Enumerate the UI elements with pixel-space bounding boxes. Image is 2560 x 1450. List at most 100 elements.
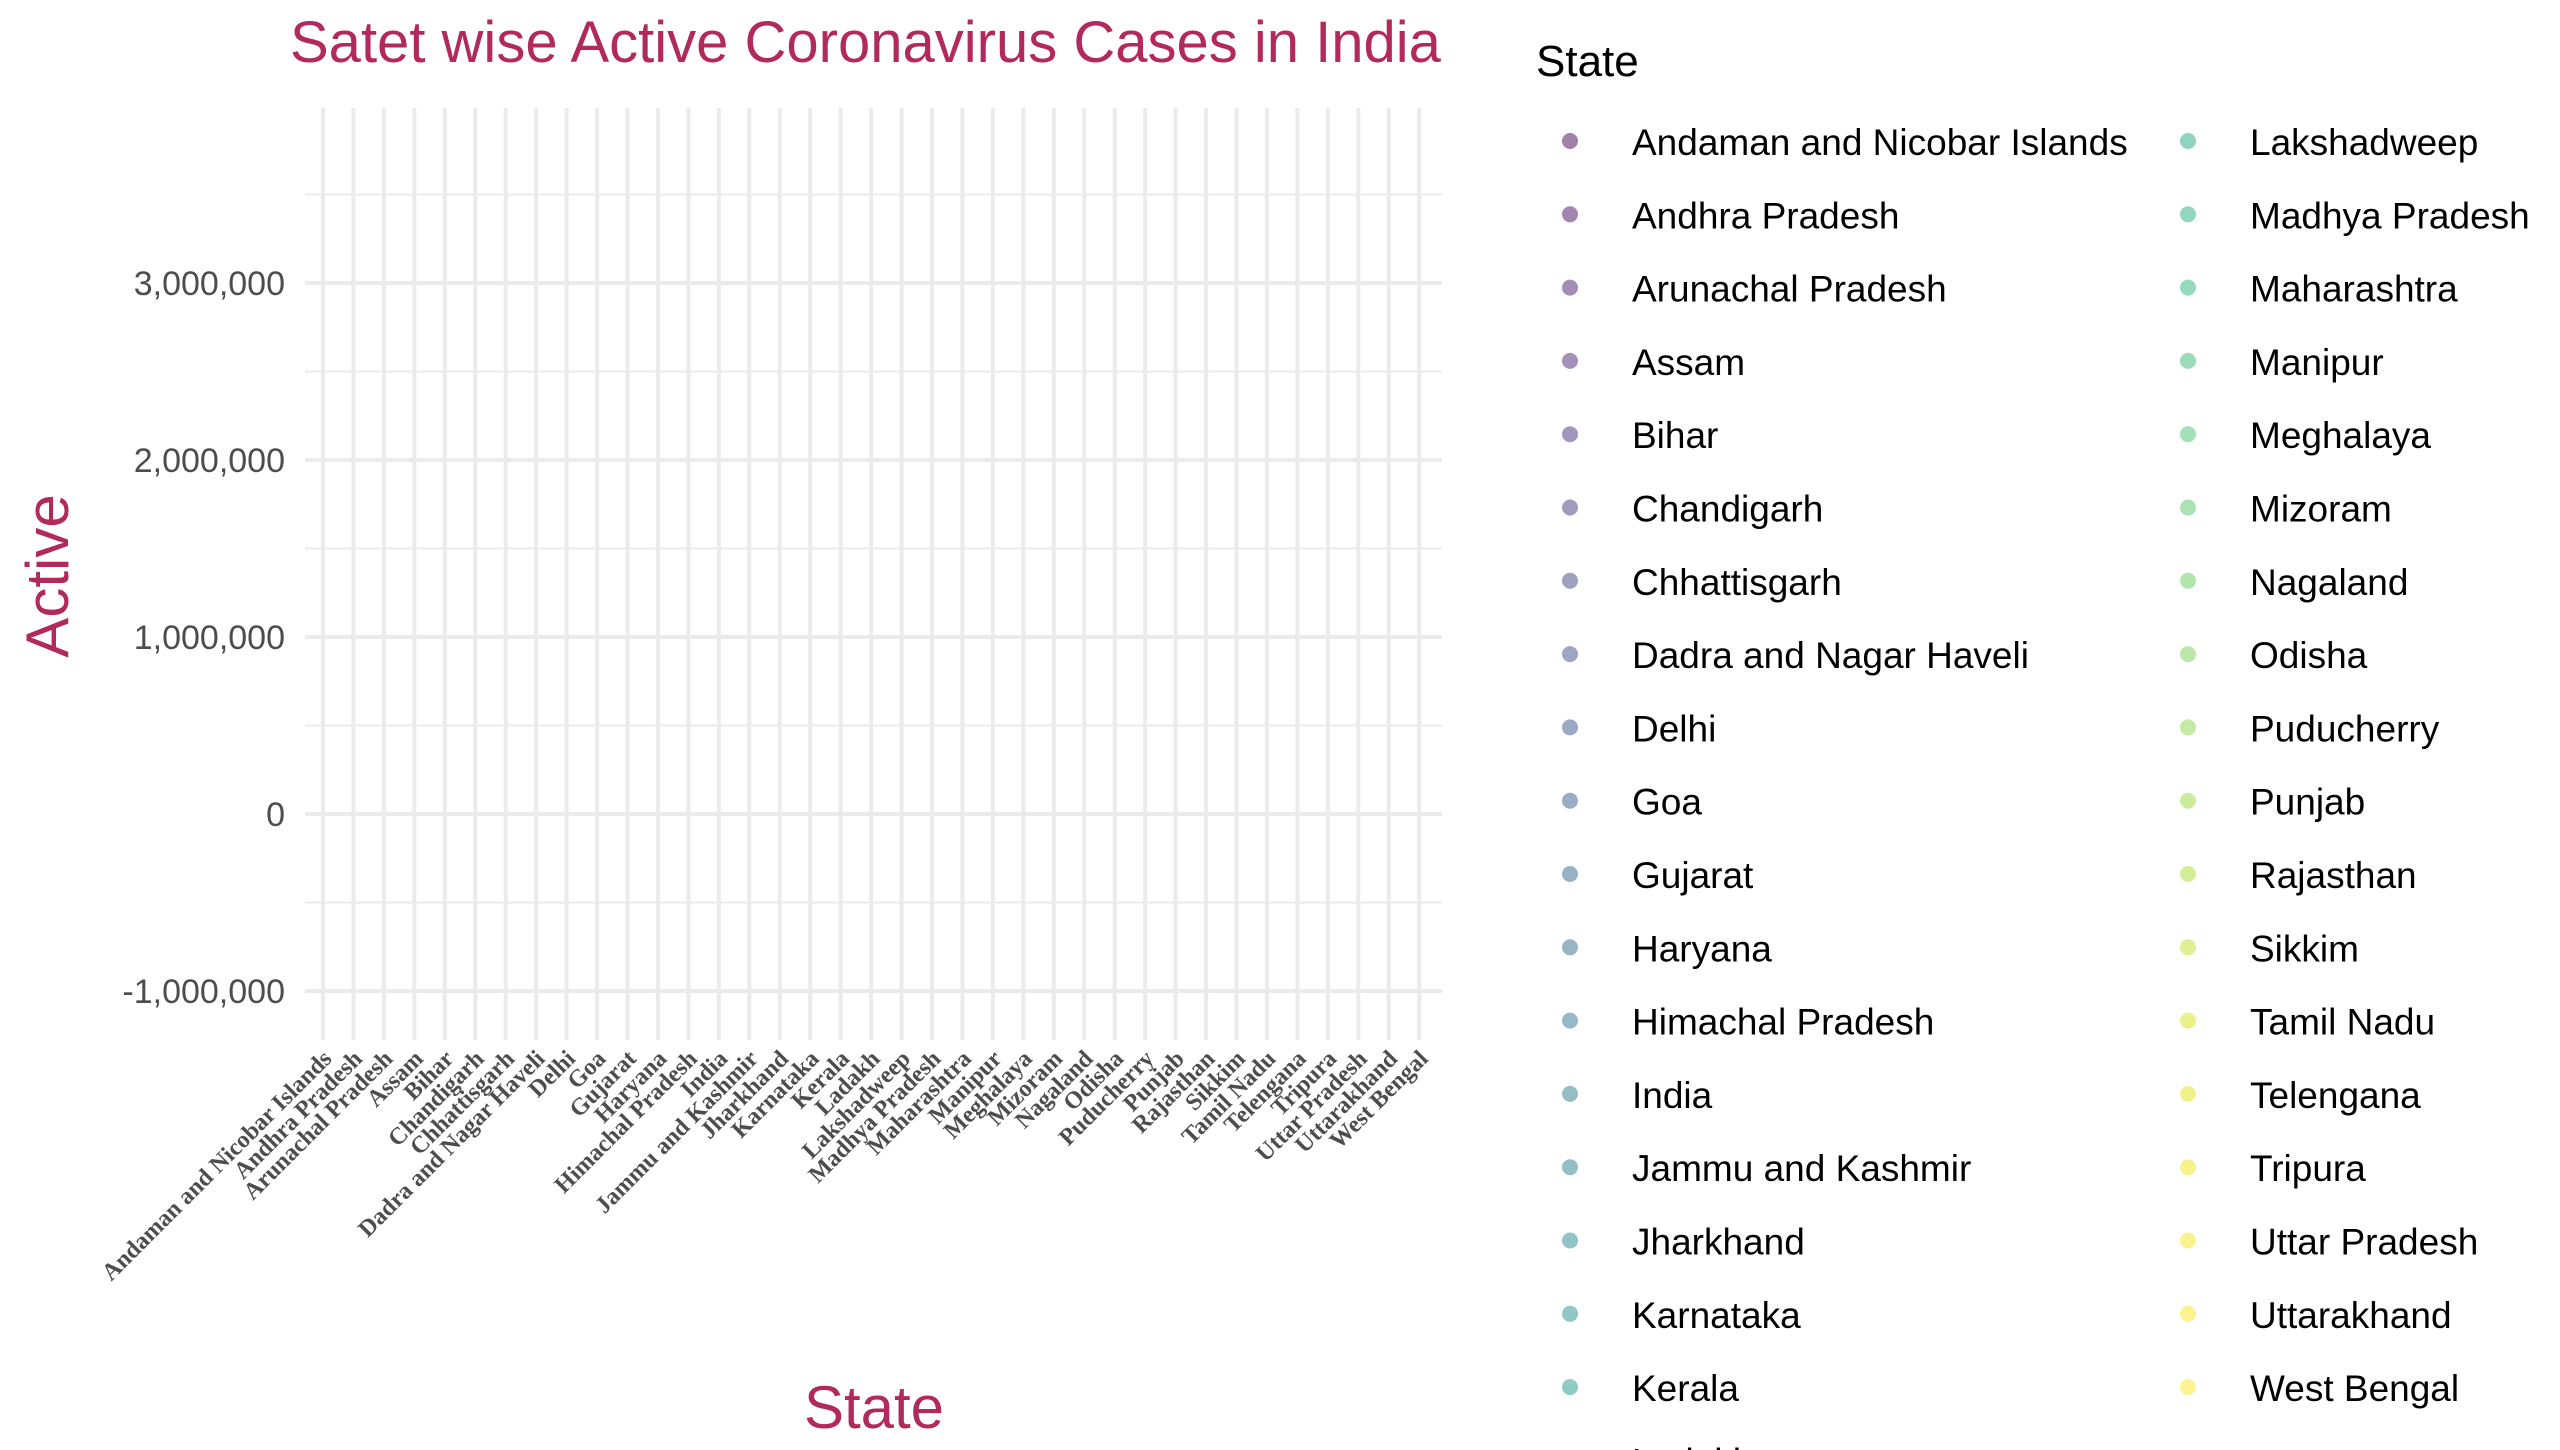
legend-item: Haryana — [1562, 928, 1772, 969]
legend-item: Arunachal Pradesh — [1562, 269, 1947, 310]
legend-label: Andhra Pradesh — [1632, 195, 1899, 236]
legend-key-icon — [1562, 426, 1578, 443]
legend-label: Nagaland — [2250, 562, 2408, 603]
legend-item: Karnataka — [1562, 1295, 1801, 1336]
legend-key-icon — [1562, 1085, 1578, 1102]
legend-item: Dadra and Nagar Haveli — [1562, 635, 2029, 676]
y-tick-label: 3,000,000 — [134, 265, 285, 303]
legend-key-icon — [1562, 1232, 1578, 1249]
legend-item: Telengana — [2180, 1075, 2421, 1116]
legend-item: Puducherry — [2180, 708, 2440, 749]
legend-item: Assam — [1562, 342, 1745, 383]
legend-key-icon — [1562, 279, 1578, 296]
y-tick-label: 2,000,000 — [134, 442, 285, 480]
legend-item: Maharashtra — [2180, 269, 2458, 310]
legend-label: Rajasthan — [2250, 855, 2417, 896]
legend-key-icon — [1562, 719, 1578, 736]
legend-label: Odisha — [2250, 635, 2368, 676]
legend-label: Himachal Pradesh — [1632, 1002, 1934, 1043]
legend-item: Jammu and Kashmir — [1562, 1148, 1971, 1189]
legend-label: Puducherry — [2250, 708, 2440, 749]
legend-item: Madhya Pradesh — [2180, 195, 2530, 236]
legend-item: Andhra Pradesh — [1562, 195, 1899, 236]
legend-key-icon — [1562, 133, 1578, 149]
legend-label: Tripura — [2250, 1148, 2366, 1189]
legend-key-icon — [2180, 719, 2196, 736]
legend-item: Himachal Pradesh — [1562, 1002, 1934, 1043]
legend-item: Odisha — [2180, 635, 2368, 676]
legend-key-icon — [1562, 792, 1578, 809]
y-axis-title: Active — [14, 494, 81, 657]
legend-key-icon — [1562, 866, 1578, 882]
legend-label: Dadra and Nagar Haveli — [1632, 635, 2029, 676]
legend-label: Punjab — [2250, 782, 2365, 823]
legend-item: Chhattisgarh — [1562, 562, 1842, 603]
legend-item: Ladakh — [1632, 1441, 1753, 1450]
legend-label: Jharkhand — [1632, 1222, 1805, 1263]
legend-item: Uttar Pradesh — [2180, 1222, 2478, 1263]
legend-item: Delhi — [1562, 708, 1716, 749]
legend-item: India — [1562, 1075, 1713, 1116]
legend-label: Sikkim — [2250, 928, 2359, 969]
legend-key-icon — [2180, 1012, 2196, 1029]
legend-label: Mizoram — [2250, 489, 2392, 530]
legend-item: Kerala — [1562, 1368, 1739, 1409]
legend-label: Uttar Pradesh — [2250, 1222, 2478, 1263]
legend-item: Tripura — [2180, 1148, 2366, 1189]
legend-label: Andaman and Nicobar Islands — [1632, 122, 2128, 163]
legend-key-icon — [2180, 939, 2196, 956]
legend-item: Rajasthan — [2180, 855, 2417, 896]
legend-key-icon — [1562, 352, 1578, 369]
legend-label: Haryana — [1632, 928, 1772, 969]
x-tick-label: Andaman and Nicobar Islands — [97, 1046, 337, 1286]
legend-label: Lakshadweep — [2250, 122, 2478, 163]
legend-item: Sikkim — [2180, 928, 2359, 969]
legend-item: Nagaland — [2180, 562, 2408, 603]
legend-key-icon — [2180, 1159, 2196, 1176]
legend-label: Chhattisgarh — [1632, 562, 1842, 603]
legend-label: India — [1632, 1075, 1713, 1116]
legend-label: West Bengal — [2250, 1368, 2459, 1409]
legend-item: Gujarat — [1562, 855, 1754, 896]
legend-label: Delhi — [1632, 708, 1716, 749]
legend-label: Chandigarh — [1632, 489, 1823, 530]
legend-item: Tamil Nadu — [2180, 1002, 2435, 1043]
legend-key-icon — [2180, 133, 2196, 149]
legend-item: Jharkhand — [1562, 1222, 1805, 1263]
grid-major — [305, 108, 1442, 1040]
legend-key-icon — [2180, 279, 2196, 296]
legend-key-icon — [2180, 866, 2196, 882]
legend-label: Madhya Pradesh — [2250, 195, 2530, 236]
legend-key-icon — [2180, 499, 2196, 516]
legend-label: Goa — [1632, 782, 1702, 823]
legend-label: Manipur — [2250, 342, 2384, 383]
legend-title: State — [1536, 37, 1639, 86]
legend-label: Assam — [1632, 342, 1745, 383]
legend-key-icon — [1562, 499, 1578, 516]
legend-label: Kerala — [1632, 1368, 1739, 1409]
legend-label: Bihar — [1632, 415, 1718, 456]
legend-label: Uttarakhand — [2250, 1295, 2452, 1336]
legend-item: Mizoram — [2180, 489, 2392, 530]
legend-label: Arunachal Pradesh — [1632, 269, 1947, 310]
legend-key-icon — [1562, 1159, 1578, 1176]
legend-label: Jammu and Kashmir — [1632, 1148, 1971, 1189]
legend-label: Karnataka — [1632, 1295, 1801, 1336]
chart-title: Satet wise Active Coronavirus Cases in I… — [290, 10, 1442, 75]
legend-key-icon — [2180, 792, 2196, 809]
legend-key-icon — [2180, 572, 2196, 589]
legend-key-icon — [1562, 646, 1578, 663]
legend-key-icon — [1562, 206, 1578, 223]
legend-item: Chandigarh — [1562, 489, 1823, 530]
legend-item: Manipur — [2180, 342, 2384, 383]
legend-item: Meghalaya — [2180, 415, 2431, 456]
legend-item: Andaman and Nicobar Islands — [1562, 122, 2128, 163]
y-tick-label: -1,000,000 — [122, 973, 285, 1011]
legend-label: Tamil Nadu — [2250, 1002, 2435, 1043]
y-tick-label: 0 — [266, 796, 285, 834]
legend-item: West Bengal — [2180, 1368, 2459, 1409]
legend-key-icon — [1562, 939, 1578, 956]
legend-label: Gujarat — [1632, 855, 1754, 896]
y-axis-ticks: -1,000,000 0 1,000,000 2,000,000 3,000,000 — [122, 265, 285, 1011]
legend-key-icon — [2180, 646, 2196, 663]
